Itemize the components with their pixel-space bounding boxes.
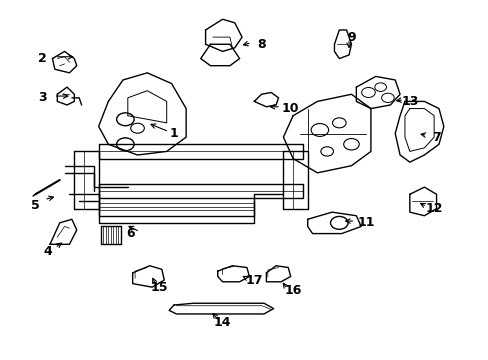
Text: 6: 6 [126, 227, 134, 240]
Text: 9: 9 [346, 31, 355, 44]
Text: 16: 16 [284, 284, 301, 297]
Text: 14: 14 [213, 316, 231, 329]
Text: 5: 5 [31, 198, 40, 212]
Text: 3: 3 [39, 91, 47, 104]
Text: 7: 7 [431, 131, 440, 144]
Text: 12: 12 [425, 202, 442, 215]
Text: 8: 8 [257, 38, 265, 51]
Text: 10: 10 [282, 102, 299, 115]
Text: 1: 1 [169, 127, 178, 140]
Text: 17: 17 [245, 274, 263, 287]
Text: 11: 11 [357, 216, 374, 229]
Text: 15: 15 [150, 281, 168, 294]
Text: 13: 13 [400, 95, 418, 108]
Text: 4: 4 [43, 245, 52, 258]
Text: 2: 2 [38, 52, 47, 65]
